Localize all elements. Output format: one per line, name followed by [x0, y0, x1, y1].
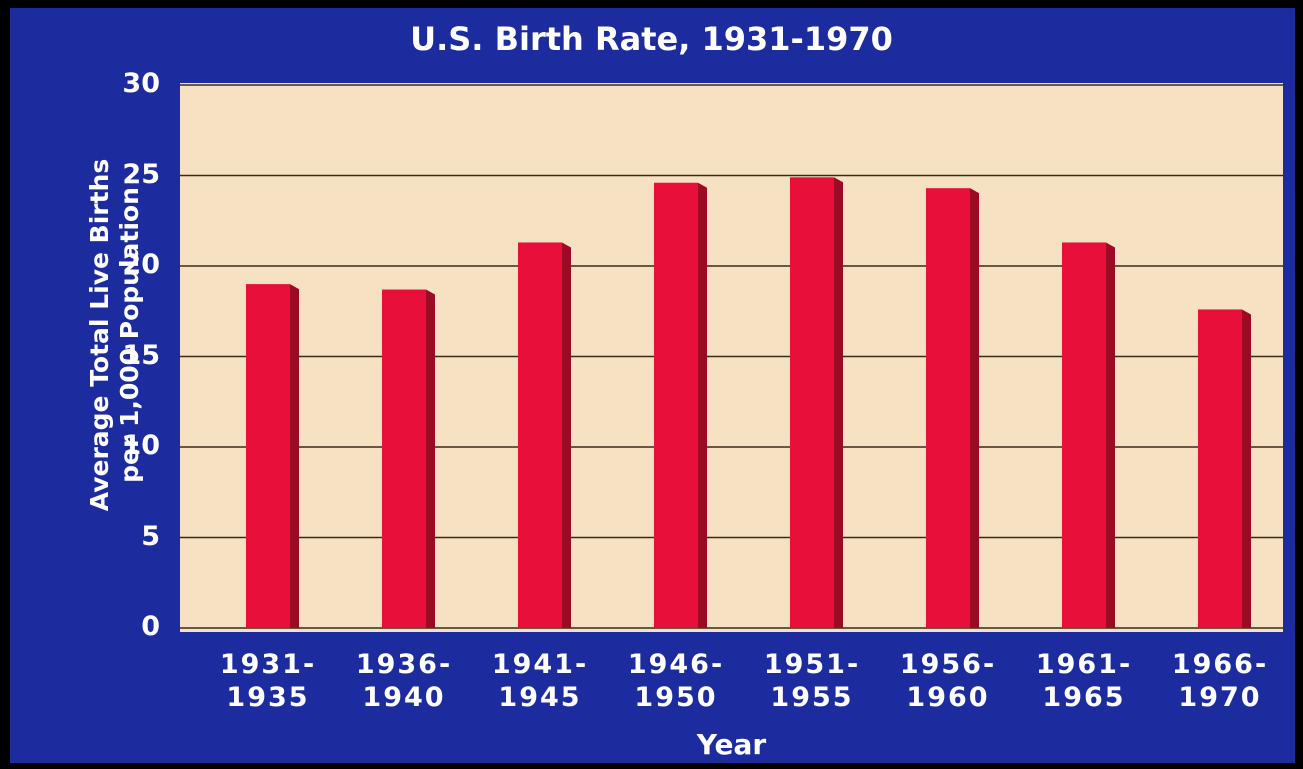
bar-side: [834, 177, 843, 628]
bar: [1198, 309, 1242, 628]
page: U.S. Birth Rate, 1931-1970 Year Average …: [0, 0, 1303, 769]
y-tick-label: 30: [100, 68, 160, 99]
x-tick-label: 1951- 1955: [752, 648, 872, 714]
x-tick-label: 1941- 1945: [480, 648, 600, 714]
x-tick-label: 1966- 1970: [1160, 648, 1280, 714]
bar: [246, 284, 290, 628]
y-tick-label: 0: [100, 611, 160, 642]
y-tick-label: 15: [100, 340, 160, 371]
bar-side: [698, 183, 707, 628]
x-tick-label: 1936- 1940: [344, 648, 464, 714]
bar: [790, 177, 834, 628]
plot-area: [180, 83, 1283, 632]
bar-side: [426, 290, 435, 628]
x-axis-label: Year: [180, 728, 1283, 761]
x-tick-label: 1931- 1935: [208, 648, 328, 714]
x-tick-label: 1956- 1960: [888, 648, 1008, 714]
bar-side: [970, 188, 979, 628]
y-tick-label: 20: [100, 249, 160, 280]
bar: [518, 242, 562, 628]
y-tick-label: 10: [100, 430, 160, 461]
x-tick-label: 1961- 1965: [1024, 648, 1144, 714]
chart-title: U.S. Birth Rate, 1931-1970: [0, 20, 1303, 58]
bar-side: [1106, 242, 1115, 628]
bar-side: [562, 242, 571, 628]
bar-side: [290, 284, 299, 628]
bar: [654, 183, 698, 628]
x-tick-label: 1946- 1950: [616, 648, 736, 714]
bar: [1062, 242, 1106, 628]
y-tick-label: 5: [100, 521, 160, 552]
y-tick-label: 25: [100, 159, 160, 190]
bar: [926, 188, 970, 628]
bar: [382, 290, 426, 628]
bar-side: [1242, 309, 1251, 628]
